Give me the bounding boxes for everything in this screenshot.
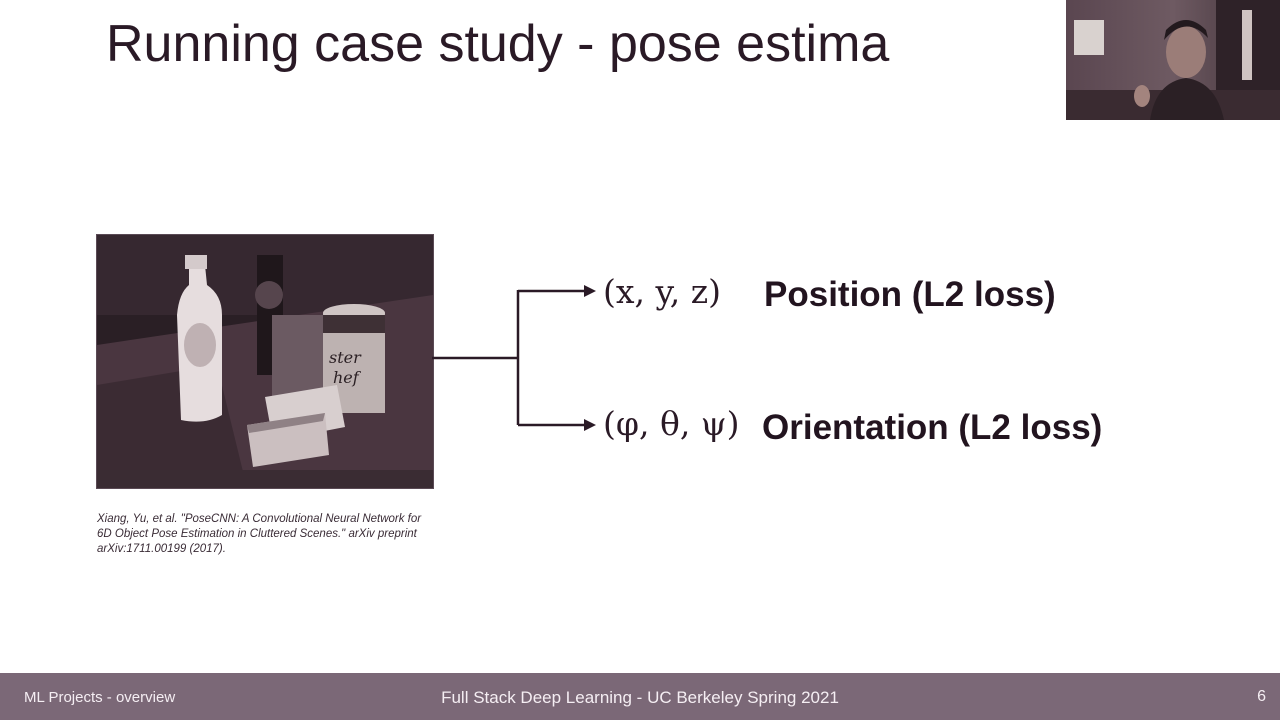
webcam-image bbox=[1066, 0, 1280, 120]
orientation-label: Orientation (L2 loss) bbox=[762, 408, 1103, 447]
footer-bar: ML Projects - overview Full Stack Deep L… bbox=[0, 673, 1280, 720]
orientation-math: (φ, θ, ψ) bbox=[603, 404, 740, 443]
footer-course-title: Full Stack Deep Learning - UC Berkeley S… bbox=[441, 688, 839, 707]
presenter-webcam bbox=[1066, 0, 1280, 120]
arrowhead-orientation bbox=[584, 419, 596, 431]
can-label-text-2: hef bbox=[333, 368, 362, 387]
footer-section-title: ML Projects - overview bbox=[24, 689, 176, 706]
position-math: (x, y, z) bbox=[603, 272, 721, 311]
scene-image: ster hef bbox=[97, 235, 433, 488]
citation: Xiang, Yu, et al. "PoseCNN: A Convolutio… bbox=[97, 513, 422, 555]
arrowhead-position bbox=[584, 285, 596, 297]
slide-title: Running case study - pose estima bbox=[106, 15, 890, 73]
page-number: 6 bbox=[1257, 688, 1266, 705]
position-label: Position (L2 loss) bbox=[764, 275, 1056, 314]
pose-scene-photo: ster hef bbox=[96, 234, 434, 489]
can-label-text-1: ster bbox=[329, 348, 362, 367]
